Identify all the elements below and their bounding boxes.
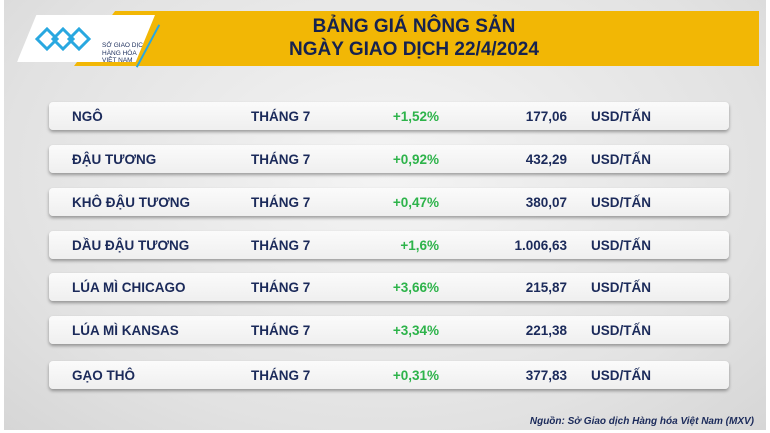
price-unit: USD/TẤN xyxy=(591,238,651,253)
logo-line: VIỆT NAM xyxy=(102,57,133,64)
title-line-1: BẢNG GIÁ NÔNG SẢN xyxy=(312,16,516,37)
price-row: LÚA MÌ KANSAS THÁNG 7 +3,34% 221,38 USD/TẤN xyxy=(49,316,729,344)
commodity-name: KHÔ ĐẬU TƯƠNG xyxy=(72,195,190,210)
change-percent: +0,47% xyxy=(392,195,439,210)
title-line-2: NGÀY GIAO DỊCH 22/4/2024 xyxy=(289,39,539,60)
contract-month: THÁNG 7 xyxy=(251,152,311,167)
change-percent: +0,31% xyxy=(392,368,439,383)
price-unit: USD/TẤN xyxy=(591,280,651,295)
price-row: GẠO THÔ THÁNG 7 +0,31% 377,83 USD/TẤN xyxy=(49,361,729,389)
price-row: KHÔ ĐẬU TƯƠNG THÁNG 7 +0,47% 380,07 USD/TẤN xyxy=(49,188,729,216)
price-row: DẦU ĐẬU TƯƠNG THÁNG 7 +1,6% 1.006,63 USD/TẤN xyxy=(49,231,729,259)
change-percent: +3,66% xyxy=(392,280,439,295)
price-unit: USD/TẤN xyxy=(591,152,651,167)
price-value: 177,06 xyxy=(525,109,567,124)
contract-month: THÁNG 7 xyxy=(251,238,311,253)
logo-pattern-icon xyxy=(35,27,92,51)
price-value: 215,87 xyxy=(525,280,567,295)
price-unit: USD/TẤN xyxy=(591,109,651,124)
change-percent: +1,52% xyxy=(392,109,439,124)
price-value: 432,29 xyxy=(525,152,567,167)
commodity-name: LÚA MÌ KANSAS xyxy=(72,323,179,338)
contract-month: THÁNG 7 xyxy=(251,195,311,210)
price-value: 380,07 xyxy=(525,195,567,210)
contract-month: THÁNG 7 xyxy=(251,280,311,295)
logo-line: SỞ GIAO DỊCH xyxy=(102,42,148,49)
mxv-logo: SỞ GIAO DỊCH HÀNG HÓA VIỆT NAM xyxy=(17,15,155,62)
commodity-name: DẦU ĐẬU TƯƠNG xyxy=(72,238,190,253)
logo-line: HÀNG HÓA xyxy=(102,49,137,57)
source-note: Nguồn: Sở Giao dịch Hàng hóa Việt Nam (M… xyxy=(529,416,754,427)
logo-text: SỞ GIAO DỊCH HÀNG HÓA VIỆT NAM xyxy=(102,42,148,64)
price-unit: USD/TẤN xyxy=(591,323,651,338)
infographic: SỞ GIAO DỊCH HÀNG HÓA VIỆT NAM BẢNG GIÁ … xyxy=(4,0,766,430)
commodity-name: LÚA MÌ CHICAGO xyxy=(72,280,186,295)
change-percent: +3,34% xyxy=(392,323,439,338)
price-row: LÚA MÌ CHICAGO THÁNG 7 +3,66% 215,87 USD/TẤN xyxy=(49,273,729,301)
price-unit: USD/TẤN xyxy=(591,195,651,210)
commodity-name: NGÔ xyxy=(72,109,103,124)
change-percent: +0,92% xyxy=(392,152,439,167)
contract-month: THÁNG 7 xyxy=(251,109,311,124)
price-unit: USD/TẤN xyxy=(591,368,651,383)
header-banner xyxy=(74,11,759,66)
commodity-name: GẠO THÔ xyxy=(72,368,135,383)
change-percent: +1,6% xyxy=(400,238,439,253)
contract-month: THÁNG 7 xyxy=(251,323,311,338)
price-row: ĐẬU TƯƠNG THÁNG 7 +0,92% 432,29 USD/TẤN xyxy=(49,145,729,173)
contract-month: THÁNG 7 xyxy=(251,368,311,383)
commodity-name: ĐẬU TƯƠNG xyxy=(72,152,157,167)
price-value: 377,83 xyxy=(525,368,567,383)
price-row: NGÔ THÁNG 7 +1,52% 177,06 USD/TẤN xyxy=(49,102,729,130)
price-value: 1.006,63 xyxy=(514,238,567,253)
price-value: 221,38 xyxy=(525,323,567,338)
